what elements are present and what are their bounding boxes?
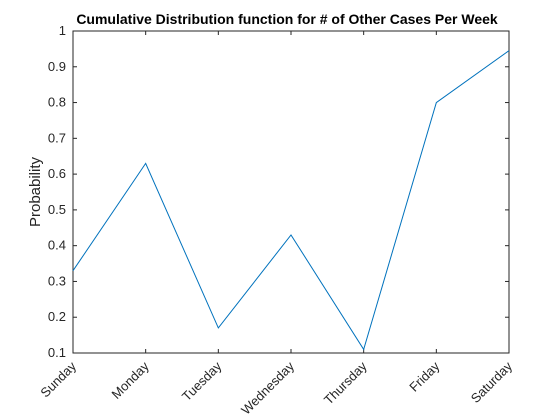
tick-labels-layer: 0.1 0.2 0.3 0.4 0.5 0.6 0.7 0.8 0.9 1 Sunday Monday… — [37, 23, 515, 418]
x-tick-label: Sunday — [37, 358, 79, 400]
y-tick-label: 0.5 — [48, 202, 66, 217]
y-tick-label: 0.2 — [48, 309, 66, 324]
x-tick-label: Wednesday — [238, 358, 297, 417]
ticks-layer — [72, 30, 510, 354]
x-tick-label: Monday — [108, 358, 152, 402]
y-tick-label: 0.3 — [48, 273, 66, 288]
x-tick-label: Tuesday — [179, 358, 225, 404]
y-axis-label: Probability — [27, 156, 44, 227]
x-tick-label: Thursday — [321, 358, 370, 407]
series-line — [72, 50, 510, 351]
y-tick-label: 0.6 — [48, 166, 66, 181]
plot-area-box — [72, 30, 510, 354]
chart-title: Cumulative Distribution function for # o… — [76, 11, 498, 27]
x-tick-label: Friday — [406, 358, 442, 394]
y-tick-label: 0.8 — [48, 95, 66, 110]
y-tick-label: 0.1 — [48, 345, 66, 360]
y-tick-label: 0.7 — [48, 130, 66, 145]
y-tick-label: 0.9 — [48, 59, 66, 74]
y-tick-label: 0.4 — [48, 238, 66, 253]
x-tick-label: Saturday — [468, 358, 516, 406]
series-layer — [72, 50, 510, 351]
y-tick-label: 1 — [59, 23, 66, 38]
